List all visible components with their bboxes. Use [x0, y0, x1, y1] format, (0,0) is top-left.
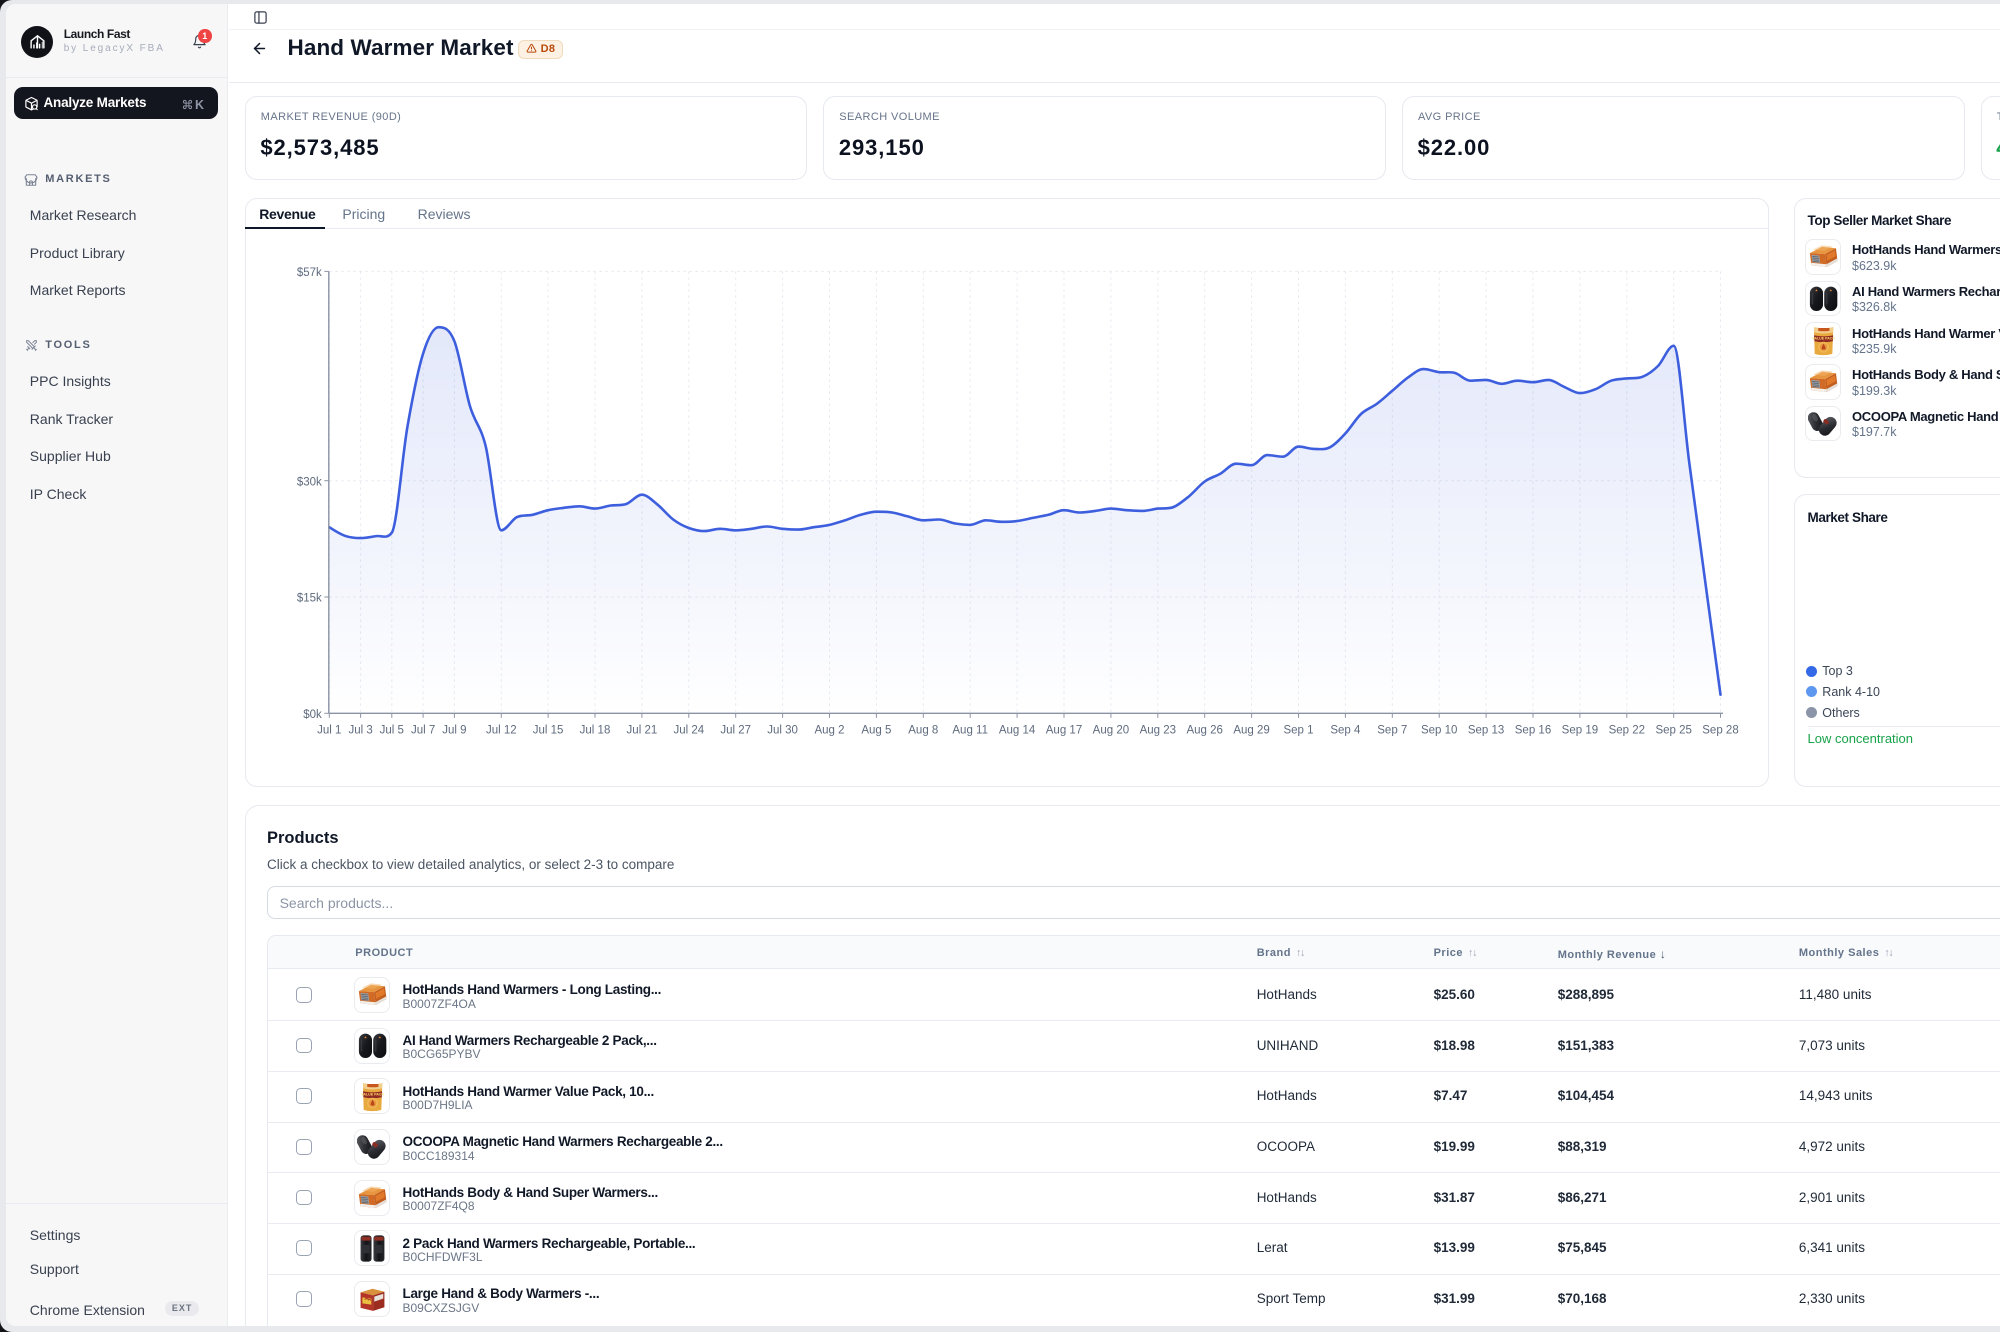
- svg-text:Sep 22: Sep 22: [1608, 725, 1644, 737]
- svg-text:Aug 8: Aug 8: [908, 725, 938, 737]
- svg-text:Jul 30: Jul 30: [767, 725, 798, 737]
- svg-text:Sep 4: Sep 4: [1330, 725, 1361, 737]
- svg-text:Jul 24: Jul 24: [673, 725, 704, 737]
- svg-text:Sep 10: Sep 10: [1421, 725, 1457, 737]
- svg-text:Aug 29: Aug 29: [1233, 725, 1269, 737]
- svg-text:Jul 12: Jul 12: [486, 725, 517, 737]
- svg-text:Sep 19: Sep 19: [1561, 725, 1597, 737]
- svg-text:Jul 21: Jul 21: [626, 725, 657, 737]
- svg-text:Sep 16: Sep 16: [1515, 725, 1551, 737]
- svg-text:$57k: $57k: [297, 267, 322, 279]
- svg-text:Jul 1: Jul 1: [317, 725, 341, 737]
- svg-text:VALUE PACK: VALUE PACK: [1812, 336, 1835, 340]
- svg-text:VALUE PACK: VALUE PACK: [361, 1092, 384, 1096]
- svg-text:Jul 5: Jul 5: [379, 725, 403, 737]
- svg-text:Sep 1: Sep 1: [1283, 725, 1313, 737]
- svg-text:Aug 26: Aug 26: [1186, 725, 1222, 737]
- svg-text:Aug 17: Aug 17: [1046, 725, 1082, 737]
- svg-text:$30k: $30k: [297, 476, 322, 488]
- svg-text:Aug 2: Aug 2: [814, 725, 844, 737]
- svg-text:Aug 5: Aug 5: [861, 725, 891, 737]
- svg-text:Aug 14: Aug 14: [999, 725, 1036, 737]
- svg-text:Aug 20: Aug 20: [1092, 725, 1128, 737]
- svg-text:$0k: $0k: [303, 709, 322, 721]
- svg-text:Jul 15: Jul 15: [533, 725, 564, 737]
- svg-text:Jul 18: Jul 18: [579, 725, 610, 737]
- svg-text:Aug 11: Aug 11: [952, 725, 988, 737]
- svg-text:Sep 13: Sep 13: [1468, 725, 1504, 737]
- svg-text:Jul 27: Jul 27: [720, 725, 751, 737]
- svg-text:$15k: $15k: [297, 593, 322, 605]
- svg-text:Sep 7: Sep 7: [1377, 725, 1407, 737]
- svg-text:Aug 23: Aug 23: [1139, 725, 1175, 737]
- svg-text:Jul 7: Jul 7: [411, 725, 435, 737]
- svg-text:Sep 28: Sep 28: [1702, 725, 1738, 737]
- svg-text:Jul 9: Jul 9: [442, 725, 466, 737]
- svg-text:Jul 3: Jul 3: [348, 725, 372, 737]
- svg-text:Sep 25: Sep 25: [1655, 725, 1691, 737]
